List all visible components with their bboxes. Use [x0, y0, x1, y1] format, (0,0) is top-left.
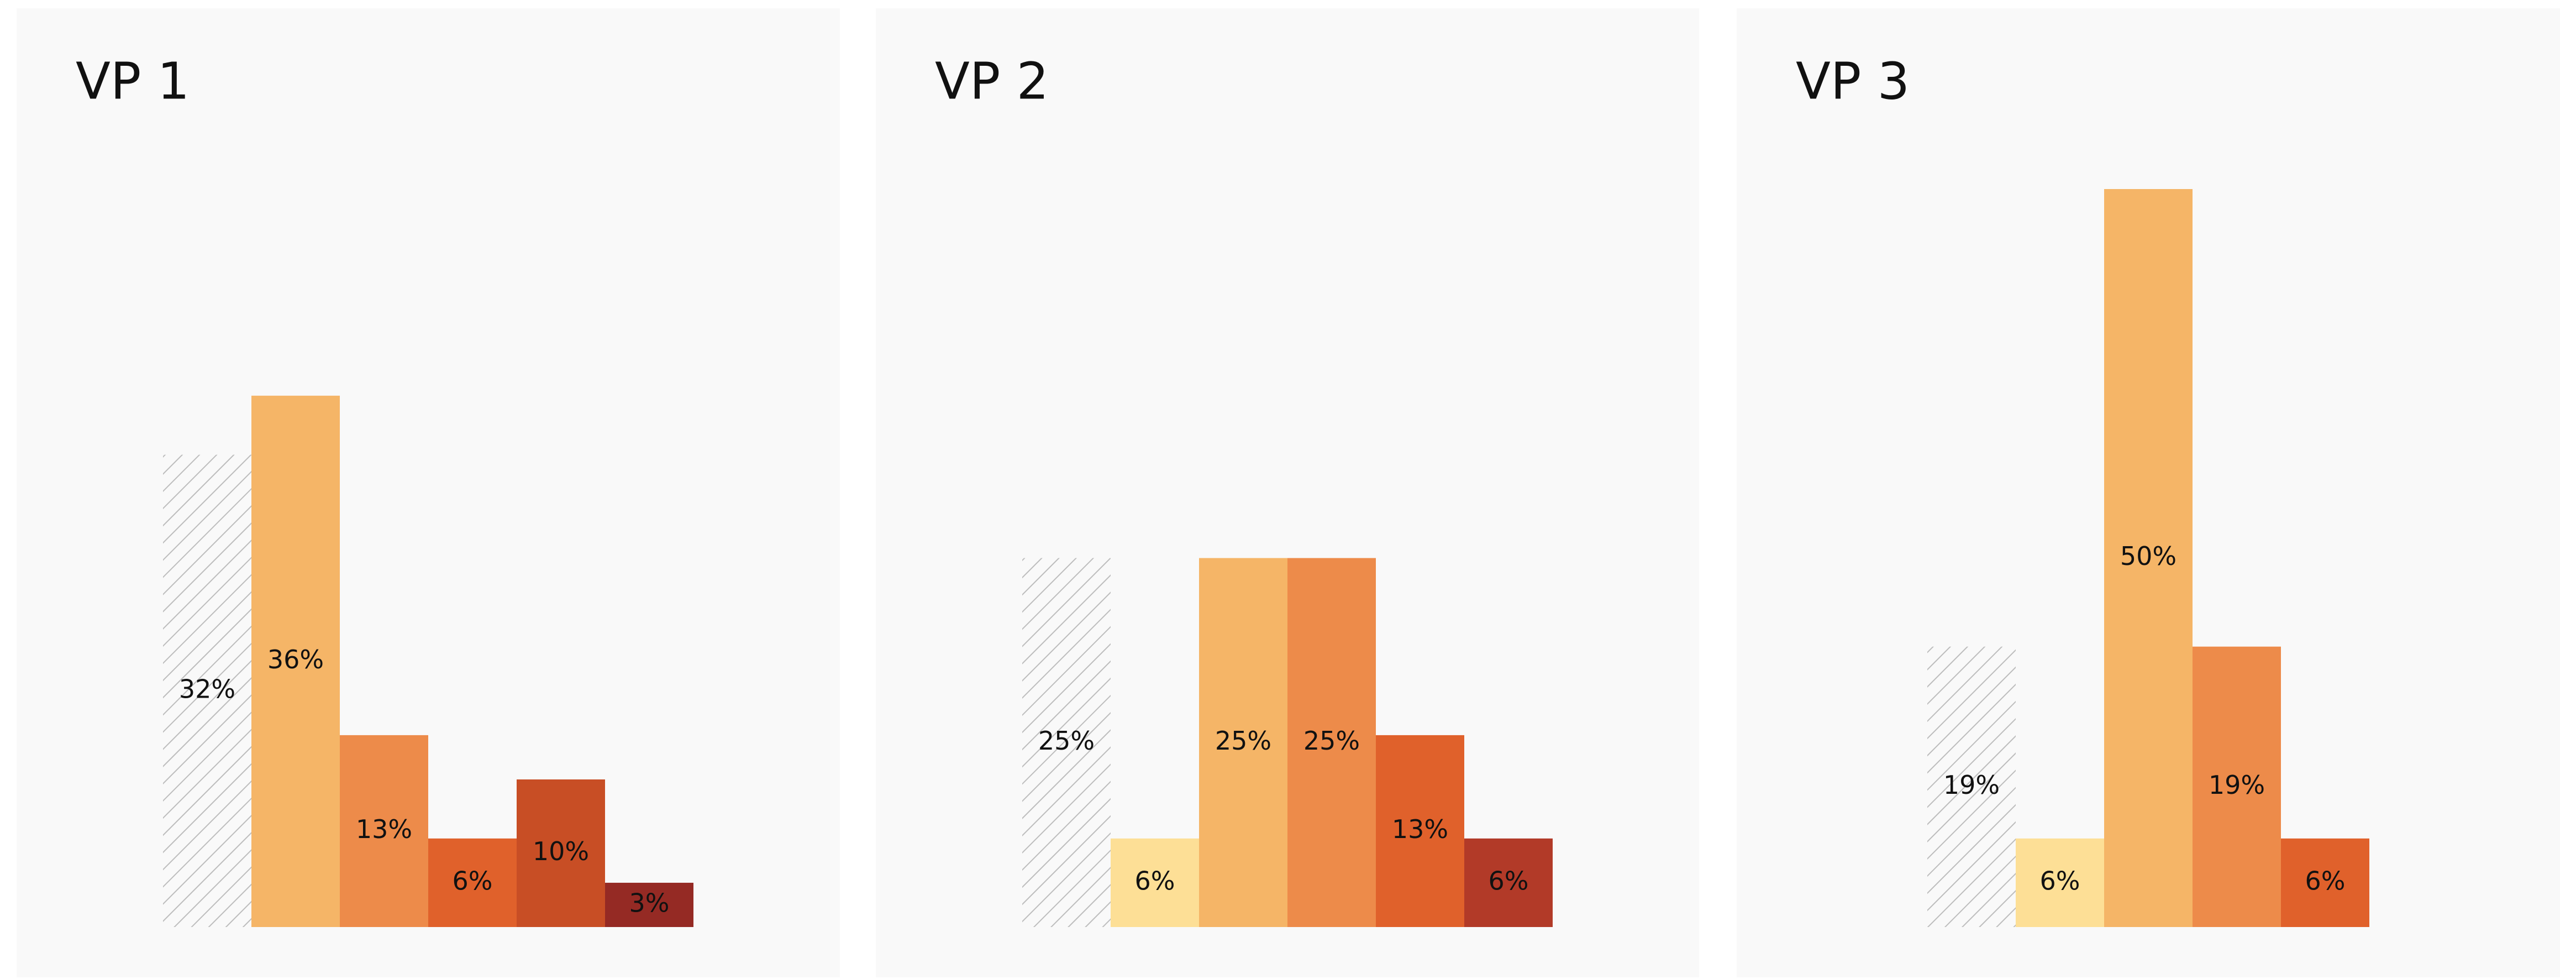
data-label: 32%: [179, 674, 235, 704]
data-label: 25%: [1215, 726, 1271, 756]
bar: [2016, 838, 2104, 927]
bar: [1464, 838, 1553, 927]
bar: [2281, 838, 2369, 927]
data-label: 13%: [1392, 814, 1448, 844]
chart-title: VP 2: [935, 51, 1049, 111]
data-label: 36%: [267, 645, 324, 674]
data-label: 6%: [2305, 866, 2346, 896]
data-label: 10%: [533, 836, 589, 866]
bar: [251, 395, 340, 927]
data-label: 6%: [2040, 866, 2080, 896]
data-label: 6%: [1489, 866, 1529, 896]
bar: [1287, 558, 1376, 927]
data-label: 3%: [629, 888, 670, 918]
bar: [428, 838, 517, 927]
bar: [1111, 838, 1199, 927]
bar: [2193, 646, 2281, 927]
data-label: 13%: [356, 814, 412, 844]
data-label: 25%: [1303, 726, 1360, 756]
bar: [1199, 558, 1287, 927]
data-label: 50%: [2120, 541, 2177, 571]
bar: [1927, 646, 2016, 927]
data-label: 6%: [453, 866, 493, 896]
data-label: 6%: [1135, 866, 1175, 896]
data-label: 25%: [1038, 726, 1095, 756]
chart-title: VP 1: [76, 51, 190, 111]
bar: [1022, 558, 1111, 927]
data-label: 19%: [1943, 770, 2000, 800]
data-label: 19%: [2209, 770, 2265, 800]
bar: [340, 735, 428, 927]
bar: [163, 454, 251, 927]
bar: [605, 882, 693, 927]
bar: [517, 779, 605, 927]
bar: [1376, 735, 1464, 927]
chart-title: VP 3: [1796, 51, 1910, 111]
bar: [2104, 189, 2193, 927]
